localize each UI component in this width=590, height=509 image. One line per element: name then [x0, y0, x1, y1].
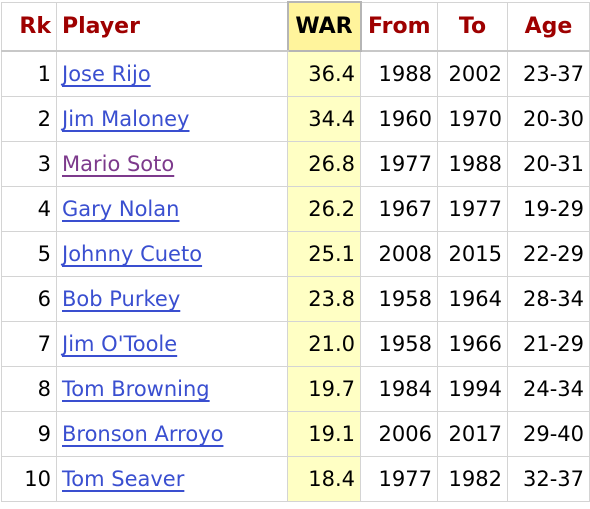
- age-range-cell: 32-37: [507, 456, 590, 502]
- war-cell: 21.0: [287, 321, 361, 367]
- player-link[interactable]: Bob Purkey: [62, 287, 181, 311]
- to-year-cell: 1970: [437, 96, 508, 142]
- from-year-cell: 1958: [360, 321, 438, 367]
- player-link[interactable]: Tom Seaver: [62, 467, 185, 491]
- player-cell: Gary Nolan: [56, 186, 288, 232]
- from-year-cell: 2008: [360, 231, 438, 277]
- header-rk[interactable]: Rk: [1, 1, 57, 52]
- rank-cell: 3: [1, 141, 57, 187]
- player-cell: Tom Seaver: [56, 456, 288, 502]
- rank-cell: 7: [1, 321, 57, 367]
- player-link[interactable]: Johnny Cueto: [62, 242, 203, 266]
- from-year-cell: 1967: [360, 186, 438, 232]
- age-range-cell: 21-29: [507, 321, 590, 367]
- table-row: 10 Tom Seaver 18.4 1977 1982 32-37: [1, 456, 590, 502]
- age-range-cell: 20-31: [507, 141, 590, 187]
- player-cell: Jim O'Toole: [56, 321, 288, 367]
- from-year-cell: 1977: [360, 141, 438, 187]
- to-year-cell: 1982: [437, 456, 508, 502]
- war-cell: 18.4: [287, 456, 361, 502]
- to-year-cell: 2002: [437, 50, 508, 97]
- table-row: 8 Tom Browning 19.7 1984 1994 24-34: [1, 366, 590, 412]
- table-row: 1 Jose Rijo 36.4 1988 2002 23-37: [1, 50, 590, 97]
- table-row: 6 Bob Purkey 23.8 1958 1964 28-34: [1, 276, 590, 322]
- table-row: 2 Jim Maloney 34.4 1960 1970 20-30: [1, 96, 590, 142]
- to-year-cell: 1964: [437, 276, 508, 322]
- war-cell: 25.1: [287, 231, 361, 277]
- age-range-cell: 22-29: [507, 231, 590, 277]
- from-year-cell: 2006: [360, 411, 438, 457]
- header-to[interactable]: To: [437, 1, 508, 52]
- from-year-cell: 1977: [360, 456, 438, 502]
- player-link[interactable]: Tom Browning: [62, 377, 210, 401]
- to-year-cell: 1988: [437, 141, 508, 187]
- war-cell: 34.4: [287, 96, 361, 142]
- age-range-cell: 24-34: [507, 366, 590, 412]
- player-cell: Jim Maloney: [56, 96, 288, 142]
- player-link[interactable]: Bronson Arroyo: [62, 422, 224, 446]
- from-year-cell: 1984: [360, 366, 438, 412]
- table-row: 9 Bronson Arroyo 19.1 2006 2017 29-40: [1, 411, 590, 457]
- rank-cell: 2: [1, 96, 57, 142]
- age-range-cell: 20-30: [507, 96, 590, 142]
- header-from[interactable]: From: [360, 1, 438, 52]
- table-body: 1 Jose Rijo 36.4 1988 2002 23-37 2 Jim Maloney 3…: [1, 50, 590, 502]
- player-link[interactable]: Mario Soto: [62, 152, 175, 176]
- rank-cell: 10: [1, 456, 57, 502]
- player-link[interactable]: Jim Maloney: [62, 107, 190, 131]
- player-cell: Bob Purkey: [56, 276, 288, 322]
- from-year-cell: 1960: [360, 96, 438, 142]
- player-link[interactable]: Jim O'Toole: [62, 332, 178, 356]
- table-row: 5 Johnny Cueto 25.1 2008 2015 22-29: [1, 231, 590, 277]
- table-row: 7 Jim O'Toole 21.0 1958 1966 21-29: [1, 321, 590, 367]
- to-year-cell: 1977: [437, 186, 508, 232]
- to-year-cell: 1994: [437, 366, 508, 412]
- table-row: 3 Mario Soto 26.8 1977 1988 20-31: [1, 141, 590, 187]
- war-cell: 19.7: [287, 366, 361, 412]
- rank-cell: 4: [1, 186, 57, 232]
- rank-cell: 5: [1, 231, 57, 277]
- player-cell: Bronson Arroyo: [56, 411, 288, 457]
- age-range-cell: 29-40: [507, 411, 590, 457]
- war-cell: 36.4: [287, 50, 361, 97]
- from-year-cell: 1958: [360, 276, 438, 322]
- war-cell: 19.1: [287, 411, 361, 457]
- header-player[interactable]: Player: [56, 1, 288, 52]
- player-link[interactable]: Jose Rijo: [62, 62, 151, 86]
- to-year-cell: 1966: [437, 321, 508, 367]
- age-range-cell: 28-34: [507, 276, 590, 322]
- to-year-cell: 2017: [437, 411, 508, 457]
- header-war-sorted[interactable]: WAR: [286, 1, 362, 52]
- from-year-cell: 1988: [360, 50, 438, 97]
- player-link[interactable]: Gary Nolan: [62, 197, 180, 221]
- player-cell: Mario Soto: [56, 141, 288, 187]
- table-row: 4 Gary Nolan 26.2 1967 1977 19-29: [1, 186, 590, 232]
- rank-cell: 8: [1, 366, 57, 412]
- header-row: Rk Player WAR From To Age: [1, 1, 590, 52]
- war-cell: 26.2: [287, 186, 361, 232]
- player-cell: Tom Browning: [56, 366, 288, 412]
- player-cell: Jose Rijo: [56, 50, 288, 97]
- rank-cell: 1: [1, 50, 57, 97]
- to-year-cell: 2015: [437, 231, 508, 277]
- rank-cell: 9: [1, 411, 57, 457]
- rank-cell: 6: [1, 276, 57, 322]
- war-cell: 23.8: [287, 276, 361, 322]
- war-cell: 26.8: [287, 141, 361, 187]
- player-cell: Johnny Cueto: [56, 231, 288, 277]
- table-header: Rk Player WAR From To Age: [1, 1, 590, 52]
- age-range-cell: 23-37: [507, 50, 590, 97]
- age-range-cell: 19-29: [507, 186, 590, 232]
- header-age[interactable]: Age: [507, 1, 590, 52]
